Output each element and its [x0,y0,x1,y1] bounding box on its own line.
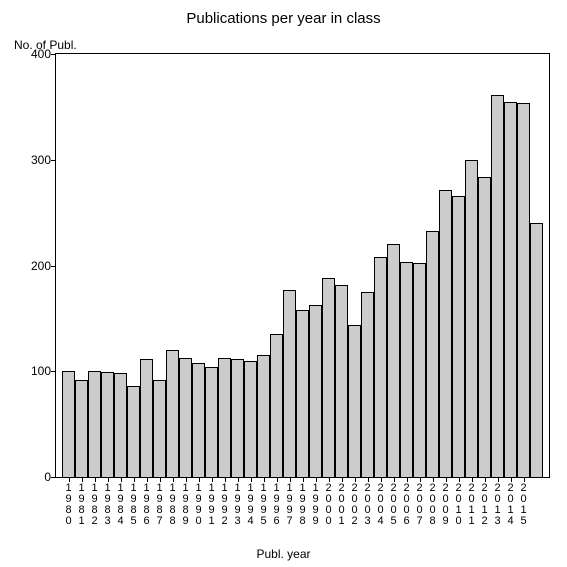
x-tick-label: 1 9 9 5 [260,483,268,527]
bar [296,310,308,477]
bar [491,95,503,477]
y-tick-mark [51,160,55,161]
plot-area [55,53,550,478]
bar [361,292,373,477]
y-tick-mark [51,54,55,55]
bar [62,371,74,477]
bar [452,196,464,477]
x-tick-label: 1 9 8 8 [169,483,177,527]
bar [101,372,113,477]
x-tick-label: 1 9 8 7 [156,483,164,527]
y-tick-mark [51,477,55,478]
x-tick-label: 2 0 0 2 [351,483,359,527]
bar [348,325,360,477]
x-tick-label: 2 0 1 4 [507,483,515,527]
bar [218,358,230,477]
x-axis-title: Publ. year [0,547,567,561]
bar [270,334,282,477]
bar [179,358,191,477]
x-tick-label: 1 9 9 3 [234,483,242,527]
x-tick-label: 2 0 0 7 [416,483,424,527]
bars-group [56,54,549,477]
x-tick-label: 2 0 1 1 [468,483,476,527]
x-tick-label: 1 9 9 9 [312,483,320,527]
y-tick-label: 300 [11,153,51,167]
bar [166,350,178,477]
bar [192,363,204,477]
x-tick-label: 2 0 1 3 [494,483,502,527]
bar [413,263,425,477]
chart-container: Publications per year in class No. of Pu… [0,0,567,567]
bar [322,278,334,477]
y-tick-mark [51,371,55,372]
bar [478,177,490,477]
x-tick-label: 2 0 1 2 [481,483,489,527]
bar [244,361,256,477]
x-tick-label: 2 0 1 5 [520,483,528,527]
x-tick-label: 1 9 9 1 [208,483,216,527]
bar [205,367,217,477]
bar [374,257,386,477]
x-tick-label: 2 0 0 4 [377,483,385,527]
bar [231,359,243,477]
bar [257,355,269,477]
x-tick-label: 2 0 1 0 [455,483,463,527]
bar [114,373,126,477]
bar [517,103,529,477]
x-tick-label: 2 0 0 9 [442,483,450,527]
x-tick-label: 1 9 9 4 [247,483,255,527]
x-tick-label: 2 0 0 3 [364,483,372,527]
bar [127,386,139,477]
x-tick-label: 1 9 8 6 [143,483,151,527]
x-tick-label: 1 9 8 0 [65,483,73,527]
x-tick-label: 1 9 9 0 [195,483,203,527]
bar [400,262,412,477]
y-tick-label: 200 [11,259,51,273]
x-tick-label: 1 9 8 5 [130,483,138,527]
bar [153,380,165,477]
x-tick-label: 1 9 8 9 [182,483,190,527]
bar [88,371,100,477]
x-tick-label: 1 9 9 6 [273,483,281,527]
bar [335,285,347,477]
x-tick-label: 2 0 0 8 [429,483,437,527]
x-tick-label: 2 0 0 5 [390,483,398,527]
bar [439,190,451,477]
x-tick-label: 1 9 8 2 [91,483,99,527]
bar [387,244,399,477]
x-tick-label: 1 9 9 2 [221,483,229,527]
x-tick-label: 1 9 8 1 [78,483,86,527]
x-tick-label: 1 9 9 8 [299,483,307,527]
bar [140,359,152,477]
y-tick-label: 400 [11,47,51,61]
x-tick-label: 1 9 9 7 [286,483,294,527]
x-tick-label: 2 0 0 1 [338,483,346,527]
bar [465,160,477,477]
y-tick-mark [51,266,55,267]
x-tick-label: 2 0 0 6 [403,483,411,527]
bar [75,380,87,477]
y-tick-label: 100 [11,364,51,378]
x-tick-label: 2 0 0 0 [325,483,333,527]
bar [309,305,321,477]
y-tick-label: 0 [11,470,51,484]
x-tick-label: 1 9 8 3 [104,483,112,527]
bar [530,223,542,477]
bar [504,102,516,477]
bar [283,290,295,477]
chart-title: Publications per year in class [0,10,567,27]
x-tick-label: 1 9 8 4 [117,483,125,527]
bar [426,231,438,477]
